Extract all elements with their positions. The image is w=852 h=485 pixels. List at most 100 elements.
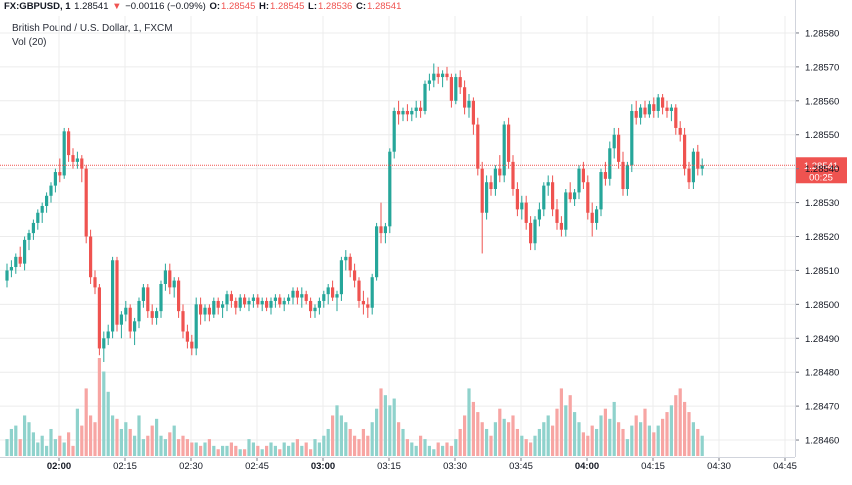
candle[interactable] — [190, 334, 194, 356]
candle[interactable] — [260, 297, 264, 312]
candle[interactable] — [410, 107, 414, 122]
candle[interactable] — [617, 127, 621, 169]
candle[interactable] — [36, 209, 40, 230]
candle[interactable] — [203, 304, 207, 322]
candle[interactable] — [111, 256, 115, 339]
candle[interactable] — [414, 100, 418, 118]
candle[interactable] — [133, 317, 137, 346]
volume-indicator-label[interactable]: Vol (20) — [12, 37, 47, 48]
candle[interactable] — [207, 304, 211, 322]
candle[interactable] — [388, 148, 392, 234]
candle[interactable] — [595, 205, 599, 230]
candle[interactable] — [84, 165, 88, 244]
candle[interactable] — [357, 277, 361, 308]
candle[interactable] — [449, 73, 453, 108]
candle[interactable] — [463, 80, 467, 115]
candle[interactable] — [185, 324, 189, 349]
candle[interactable] — [119, 311, 123, 339]
candle[interactable] — [423, 80, 427, 115]
candle[interactable] — [370, 273, 374, 315]
candle[interactable] — [432, 63, 436, 88]
candle[interactable] — [313, 304, 317, 318]
candle[interactable] — [221, 300, 225, 318]
candle[interactable] — [392, 107, 396, 159]
candle[interactable] — [317, 297, 321, 315]
candle[interactable] — [353, 263, 357, 288]
candle[interactable] — [229, 290, 233, 308]
candle[interactable] — [5, 263, 9, 288]
candle[interactable] — [40, 202, 44, 223]
candle[interactable] — [405, 104, 409, 122]
candle[interactable] — [348, 253, 352, 278]
candle[interactable] — [454, 73, 458, 105]
candle[interactable] — [247, 297, 251, 312]
candle[interactable] — [564, 189, 568, 237]
candle[interactable] — [639, 104, 643, 125]
candle[interactable] — [89, 229, 93, 284]
instrument-title[interactable]: British Pound / U.S. Dollar, 1, FXCM — [12, 23, 173, 34]
candle[interactable] — [27, 229, 31, 251]
candle[interactable] — [502, 121, 506, 183]
candle[interactable] — [581, 161, 585, 190]
candle[interactable] — [150, 304, 154, 325]
candle[interactable] — [265, 297, 269, 312]
candle[interactable] — [273, 294, 277, 308]
candle[interactable] — [551, 175, 555, 217]
candle[interactable] — [467, 94, 471, 118]
candle[interactable] — [141, 283, 145, 308]
candle[interactable] — [427, 73, 431, 91]
candle[interactable] — [489, 175, 493, 196]
candle[interactable] — [309, 297, 313, 318]
candle[interactable] — [287, 294, 291, 305]
candle[interactable] — [295, 287, 299, 305]
candle[interactable] — [537, 202, 541, 227]
candle[interactable] — [696, 144, 700, 176]
candle[interactable] — [485, 175, 489, 220]
candle[interactable] — [18, 246, 22, 268]
candle[interactable] — [397, 100, 401, 125]
candle[interactable] — [106, 324, 110, 346]
symbol-label[interactable]: FX:GBPUSD, 1 — [4, 1, 71, 12]
candle[interactable] — [590, 202, 594, 237]
candle[interactable] — [665, 100, 669, 118]
candle[interactable] — [93, 270, 97, 295]
candle[interactable] — [366, 297, 370, 318]
candle[interactable] — [181, 304, 185, 339]
candle[interactable] — [507, 117, 511, 169]
candle[interactable] — [669, 104, 673, 122]
candle[interactable] — [199, 297, 203, 325]
candle[interactable] — [647, 100, 651, 118]
candle[interactable] — [652, 97, 656, 118]
candle[interactable] — [115, 256, 119, 332]
candle[interactable] — [243, 294, 247, 308]
candle[interactable] — [471, 97, 475, 135]
candle[interactable] — [568, 182, 572, 203]
candle[interactable] — [493, 165, 497, 196]
candle[interactable] — [269, 297, 273, 315]
candle[interactable] — [559, 216, 563, 237]
candle[interactable] — [436, 66, 440, 84]
candle[interactable] — [603, 161, 607, 186]
candle[interactable] — [216, 297, 220, 315]
candle[interactable] — [643, 100, 647, 118]
candle[interactable] — [278, 294, 282, 308]
candle[interactable] — [524, 195, 528, 230]
candle[interactable] — [14, 253, 18, 274]
candle[interactable] — [251, 294, 255, 308]
candle[interactable] — [674, 104, 678, 135]
candle[interactable] — [159, 280, 163, 318]
candle[interactable] — [326, 283, 330, 305]
candle[interactable] — [62, 127, 66, 179]
candle[interactable] — [339, 256, 343, 301]
candle[interactable] — [445, 66, 449, 81]
candle[interactable] — [458, 70, 462, 95]
candle[interactable] — [577, 165, 581, 200]
candle[interactable] — [361, 290, 365, 315]
candle[interactable] — [678, 121, 682, 142]
candle[interactable] — [555, 199, 559, 230]
candle[interactable] — [124, 300, 128, 322]
candle[interactable] — [656, 94, 660, 118]
candle[interactable] — [9, 260, 13, 278]
candle[interactable] — [137, 297, 141, 329]
candle[interactable] — [172, 277, 176, 298]
